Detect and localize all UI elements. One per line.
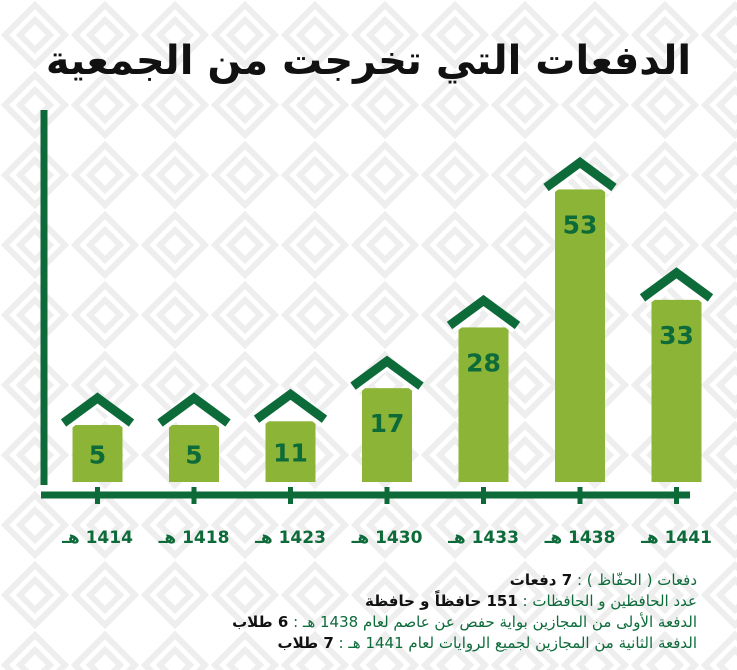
x-tick-label: 1433 هـ (447, 528, 519, 548)
bar-roof-outline (548, 166, 612, 196)
bar (169, 425, 219, 482)
bar-roof-outline (355, 365, 419, 394)
bar-roof (543, 156, 617, 192)
note-value: 6 طلاب (232, 613, 289, 631)
bar-roof-outline (162, 402, 226, 431)
x-tick-label: 1438 هـ (544, 528, 616, 548)
bar-roof (157, 392, 231, 427)
note-line-3: الدفعة الأولى من المجازين بواية حفص عن ع… (57, 612, 697, 633)
note-label: الدفعة الأولى من المجازين بواية حفص عن ع… (293, 613, 697, 631)
x-tick-label: 1423 هـ (254, 528, 326, 548)
bar-roof (446, 294, 521, 330)
note-line-2: عدد الحافظين و الحافظات : 151 حافظاً و ح… (57, 591, 697, 612)
bar-value-label: 53 (563, 210, 598, 239)
bar-value-label: 11 (273, 439, 308, 468)
bar-roof-outline (259, 398, 322, 427)
note-value: 151 حافظاً و حافظة (364, 592, 518, 610)
bar (555, 189, 605, 482)
bar-value-label: 28 (466, 348, 501, 377)
bar-value-label: 33 (659, 321, 694, 350)
bar (362, 388, 412, 482)
bar-roof (639, 267, 714, 302)
note-line-1: دفعات ( الحفّاظ ) : 7 دفعات (57, 570, 697, 591)
bar (651, 299, 702, 482)
x-tick-label: 1414 هـ (61, 528, 133, 548)
x-tick-label: 1441 هـ (640, 528, 712, 548)
note-label: عدد الحافظين و الحافظات : (522, 592, 697, 610)
bar (265, 421, 316, 482)
bar-value-label: 5 (89, 441, 106, 470)
bar-roof (350, 355, 424, 390)
note-value: 7 دفعات (509, 571, 573, 589)
x-tick-label: 1430 هـ (351, 528, 423, 548)
note-label: دفعات ( الحفّاظ ) : (576, 571, 697, 589)
bar-roof-outline (66, 402, 129, 431)
bar-roof-outline (645, 277, 708, 306)
bar-roof (253, 388, 328, 423)
chart-title: الدفعات التي تخرجت من الجمعية (45, 38, 692, 84)
note-label: الدفعة الثانية من المجازين لجميع الروايا… (338, 634, 697, 652)
note-value: 7 طلاب (277, 634, 334, 652)
bar-value-label: 5 (185, 441, 202, 470)
bar-chart: 5 1414 هـ 5 1418 هـ 11 1423 هـ 17 1430 هـ 28 1433… (40, 110, 714, 548)
bar-roof-outline (452, 304, 515, 334)
bar-value-label: 17 (370, 409, 405, 438)
notes-block: دفعات ( الحفّاظ ) : 7 دفعات عدد الحافظين… (57, 570, 697, 654)
x-tick-label: 1418 هـ (158, 528, 230, 548)
bar-roof (60, 392, 135, 427)
bar (458, 327, 509, 482)
bar (72, 425, 123, 482)
note-line-4: الدفعة الثانية من المجازين لجميع الروايا… (57, 633, 698, 654)
